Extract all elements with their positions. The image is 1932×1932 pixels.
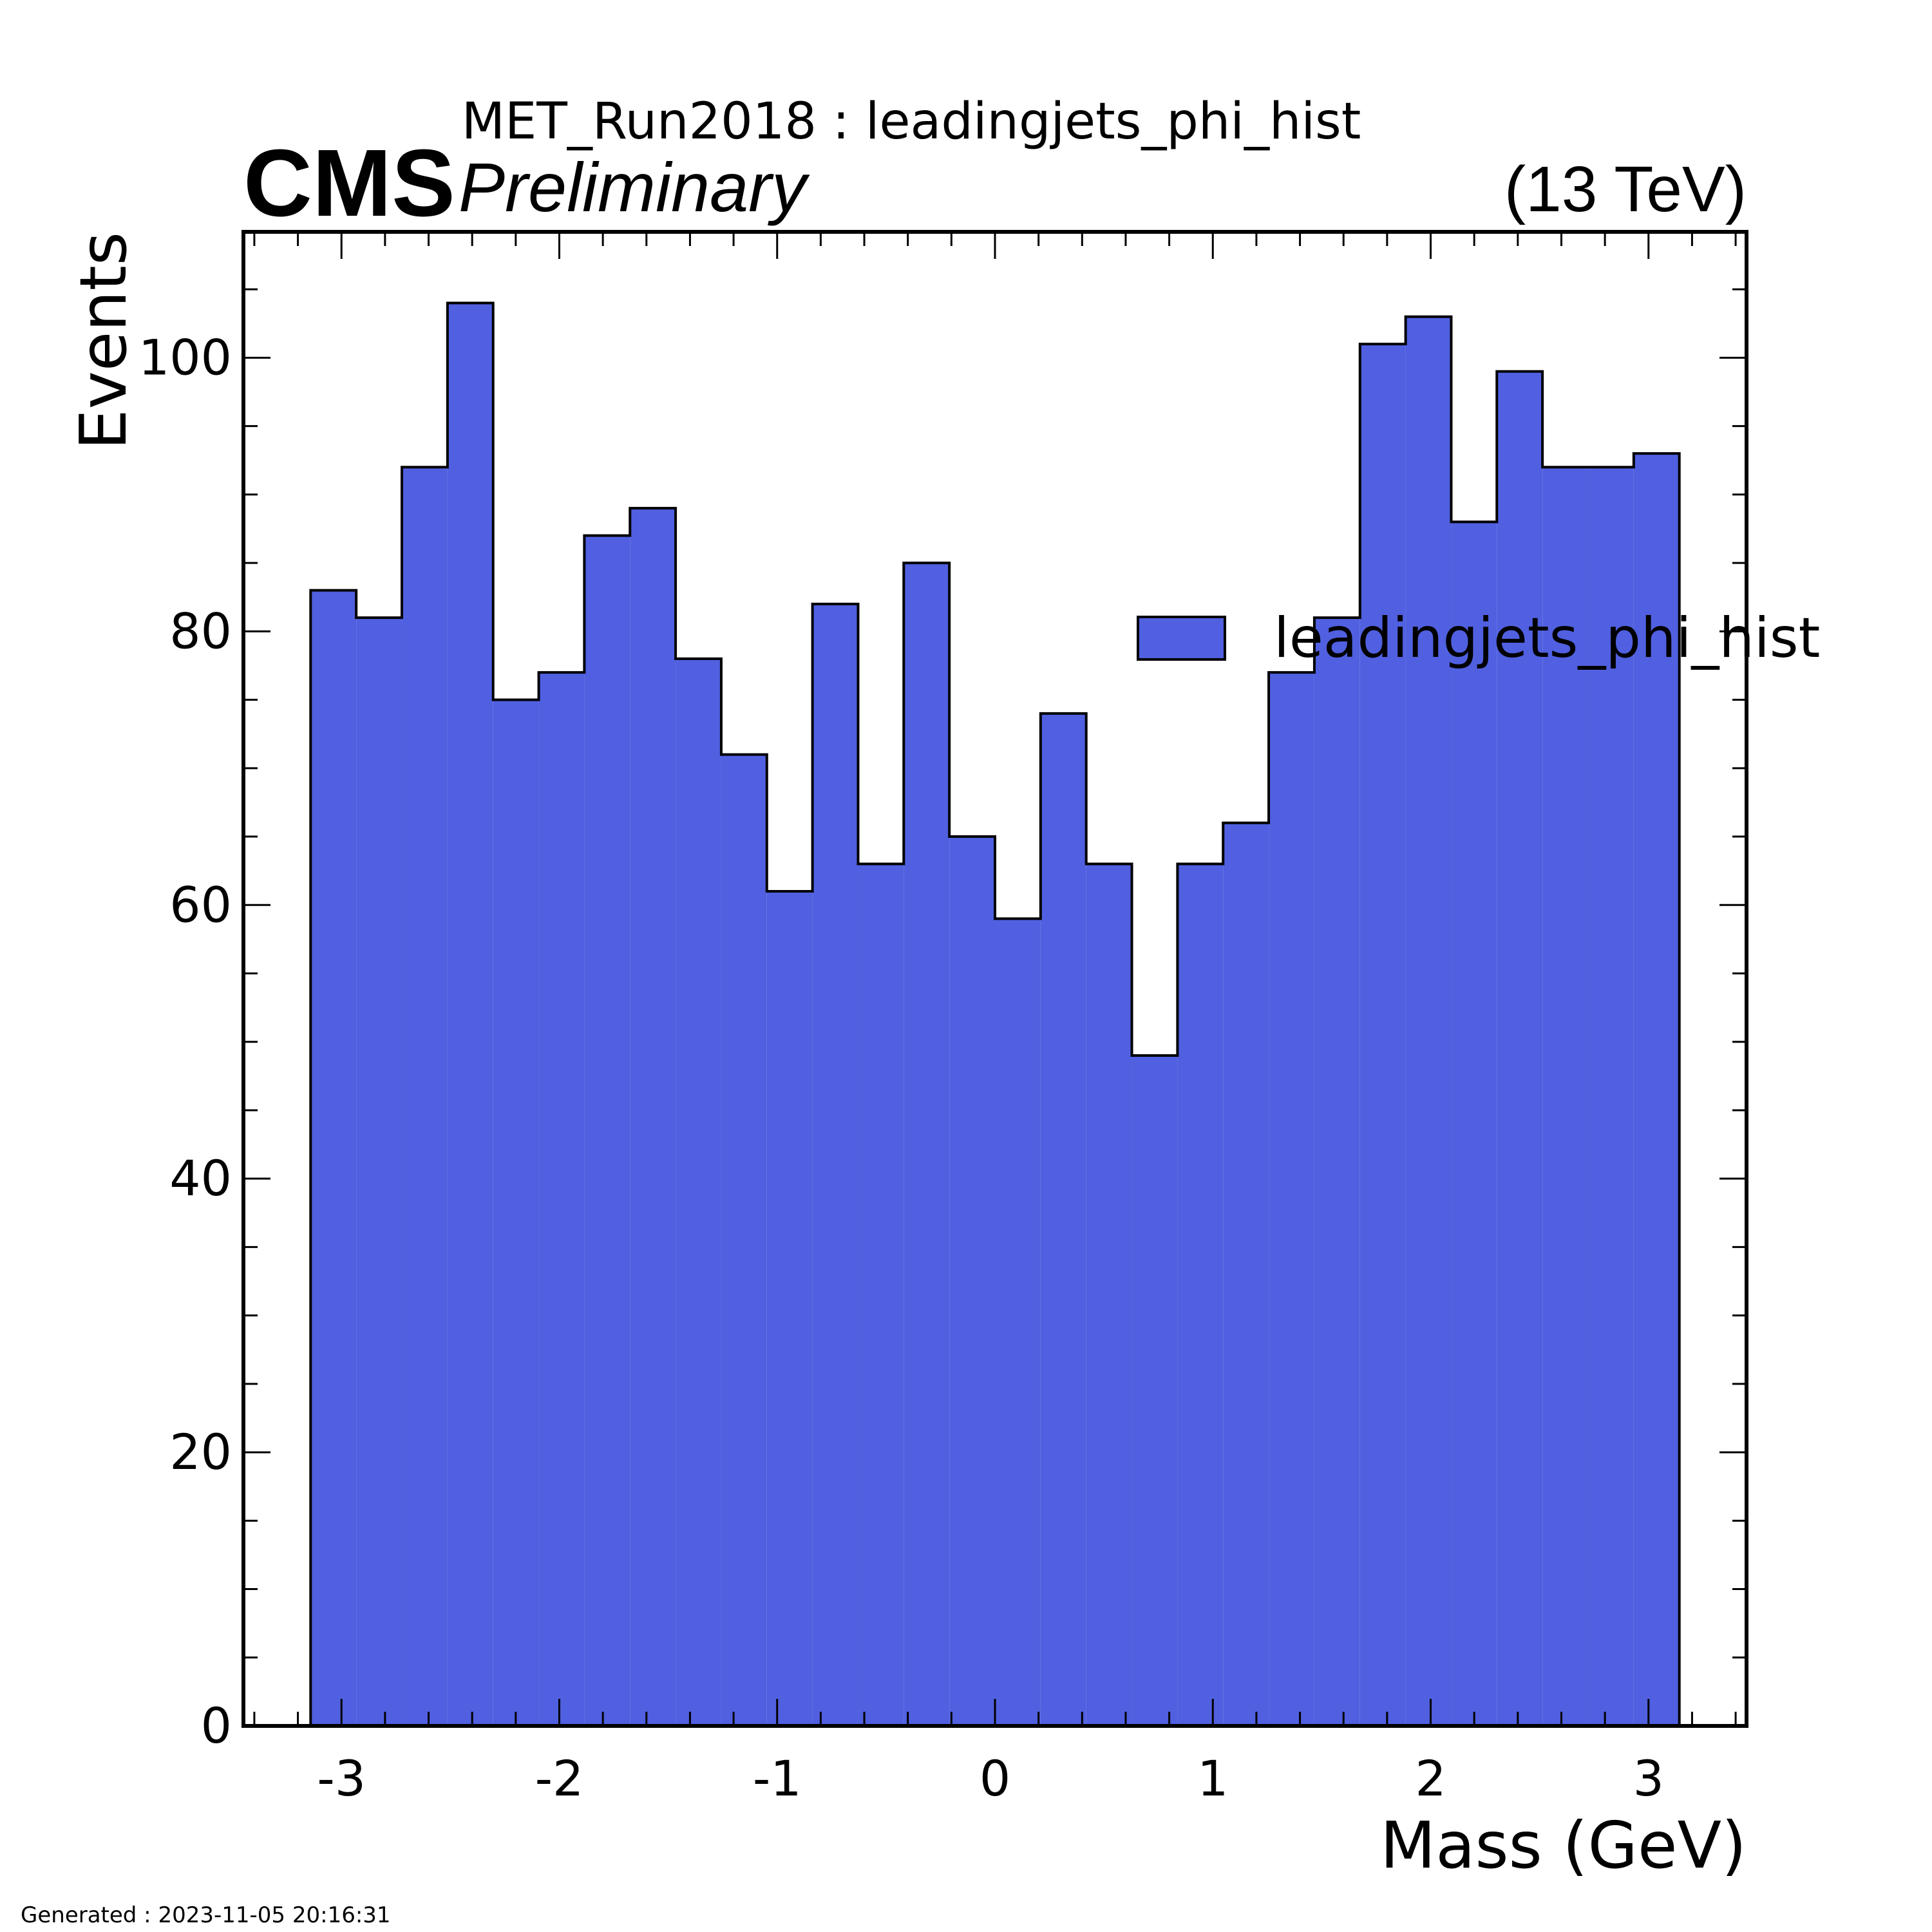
y-tick-label: 100 [138, 328, 232, 386]
histogram-bar [1542, 467, 1588, 1726]
y-tick-label: 20 [169, 1423, 232, 1481]
histogram-bar [493, 699, 539, 1726]
histogram-bar [766, 891, 813, 1726]
histogram-bar [1451, 522, 1497, 1726]
histogram-bar [1132, 1055, 1178, 1726]
x-tick-label: 0 [980, 1750, 1010, 1807]
x-tick-label: -2 [535, 1750, 584, 1807]
x-tick-label: 2 [1415, 1750, 1446, 1807]
histogram-bar [447, 303, 493, 1727]
histogram-bar [538, 672, 585, 1726]
histogram-bar [1587, 467, 1634, 1726]
chart-title: MET_Run2018 : leadingjets_phi_hist [462, 93, 1361, 151]
histogram-bar [1040, 713, 1086, 1726]
plot-frame [242, 230, 1748, 1728]
histogram-bar [1359, 344, 1406, 1727]
energy-label: (13 TeV) [1504, 153, 1747, 225]
histogram-bar [676, 658, 721, 1726]
histogram-bar [310, 590, 357, 1726]
legend: leadingjets_phi_hist [1137, 606, 1820, 670]
histogram-bar [1086, 864, 1132, 1726]
tick-labels: -3 -2 -1 0 1 2 3 0 20 40 60 80 100 [138, 328, 1664, 1807]
histogram-bar [1177, 864, 1224, 1726]
preliminary-label: Preliminary [459, 148, 810, 226]
histogram-bar [1497, 371, 1543, 1726]
generated-timestamp: Generated : 2023-11-05 20:16:31 [21, 1902, 391, 1928]
y-tick-label: 40 [169, 1150, 232, 1207]
histogram-bar [858, 864, 904, 1726]
histogram-outline [309, 301, 1681, 1726]
y-axis-label: Events [66, 232, 141, 450]
y-tick-label: 0 [201, 1697, 232, 1754]
legend-label: leadingjets_phi_hist [1274, 606, 1820, 670]
x-tick-label: -1 [753, 1750, 802, 1807]
x-tick-label: 1 [1197, 1750, 1228, 1807]
cms-label: CMS [243, 130, 455, 236]
histogram-bar [584, 535, 630, 1726]
x-tick-label: -3 [317, 1750, 366, 1807]
y-tick-label: 60 [169, 876, 232, 933]
histogram-bar [1405, 316, 1452, 1726]
histogram-bar [949, 837, 995, 1726]
histogram-bar [721, 754, 767, 1726]
histogram-bar [1269, 672, 1314, 1726]
histogram-bar [630, 508, 676, 1727]
x-tick-label: 3 [1633, 1750, 1664, 1807]
histogram-bars [310, 303, 1680, 1727]
x-axis-label: Mass (GeV) [1380, 1808, 1747, 1883]
histogram-bar [904, 563, 950, 1727]
histogram-bar [402, 467, 448, 1726]
legend-swatch [1137, 616, 1226, 661]
histogram-bar [995, 918, 1041, 1726]
axis-ticks [243, 232, 1747, 1727]
histogram-bar [1633, 453, 1680, 1727]
plot-area [242, 230, 1748, 1728]
y-tick-label: 80 [169, 602, 232, 659]
histogram-bar [1314, 618, 1360, 1726]
histogram-bar [356, 618, 402, 1726]
histogram-bar [1223, 822, 1269, 1726]
histogram-bar [812, 603, 858, 1726]
